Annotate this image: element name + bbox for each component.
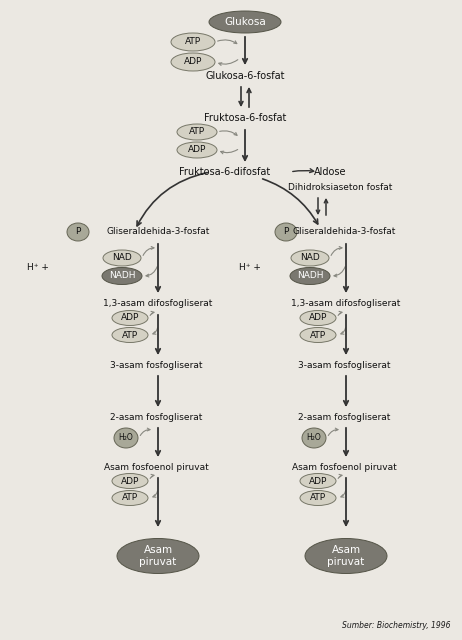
- Text: NADH: NADH: [109, 271, 135, 280]
- Text: 1,3-asam difosfogliserat: 1,3-asam difosfogliserat: [292, 300, 401, 308]
- Ellipse shape: [67, 223, 89, 241]
- Ellipse shape: [300, 490, 336, 506]
- Ellipse shape: [209, 11, 281, 33]
- Ellipse shape: [275, 223, 297, 241]
- Text: ADP: ADP: [121, 314, 139, 323]
- Ellipse shape: [300, 310, 336, 326]
- Text: 1,3-asam difosfogliserat: 1,3-asam difosfogliserat: [103, 300, 213, 308]
- Text: ADP: ADP: [309, 477, 327, 486]
- Text: 2-asam fosfogliserat: 2-asam fosfogliserat: [110, 413, 202, 422]
- Text: Asam fosfoenol piruvat: Asam fosfoenol piruvat: [103, 463, 208, 472]
- Ellipse shape: [177, 124, 217, 140]
- Text: NAD: NAD: [112, 253, 132, 262]
- Ellipse shape: [112, 490, 148, 506]
- Ellipse shape: [300, 328, 336, 342]
- Ellipse shape: [300, 474, 336, 488]
- Text: Sumber: Biochemistry, 1996: Sumber: Biochemistry, 1996: [341, 621, 450, 630]
- Text: H₂O: H₂O: [119, 433, 134, 442]
- Ellipse shape: [112, 328, 148, 342]
- Text: Dihidroksiaseton fosfat: Dihidroksiaseton fosfat: [288, 184, 392, 193]
- Text: Asam
piruvat: Asam piruvat: [328, 545, 365, 567]
- Ellipse shape: [112, 310, 148, 326]
- Ellipse shape: [102, 268, 142, 285]
- Text: ATP: ATP: [310, 493, 326, 502]
- Ellipse shape: [103, 250, 141, 266]
- Ellipse shape: [302, 428, 326, 448]
- Text: H⁺ +: H⁺ +: [239, 264, 261, 273]
- Ellipse shape: [117, 538, 199, 573]
- Text: ATP: ATP: [122, 493, 138, 502]
- Text: 3-asam fosfogliserat: 3-asam fosfogliserat: [298, 360, 390, 369]
- Text: ADP: ADP: [121, 477, 139, 486]
- Text: H⁺ +: H⁺ +: [27, 264, 49, 273]
- Ellipse shape: [114, 428, 138, 448]
- Text: 2-asam fosfogliserat: 2-asam fosfogliserat: [298, 413, 390, 422]
- Text: ATP: ATP: [189, 127, 205, 136]
- Text: H₂O: H₂O: [307, 433, 322, 442]
- Text: Asam
piruvat: Asam piruvat: [140, 545, 176, 567]
- Text: Fruktosa-6-difosfat: Fruktosa-6-difosfat: [179, 167, 271, 177]
- Text: Asam fosfoenol piruvat: Asam fosfoenol piruvat: [292, 463, 396, 472]
- Text: ADP: ADP: [188, 145, 206, 154]
- Text: Fruktosa-6-fosfat: Fruktosa-6-fosfat: [204, 113, 286, 123]
- Ellipse shape: [290, 268, 330, 285]
- Text: ADP: ADP: [309, 314, 327, 323]
- Ellipse shape: [171, 53, 215, 71]
- Text: Aldose: Aldose: [314, 167, 346, 177]
- Text: NADH: NADH: [297, 271, 323, 280]
- Text: Gliseraldehida-3-fosfat: Gliseraldehida-3-fosfat: [106, 227, 210, 237]
- Ellipse shape: [171, 33, 215, 51]
- Ellipse shape: [112, 474, 148, 488]
- Text: ATP: ATP: [122, 330, 138, 339]
- Ellipse shape: [305, 538, 387, 573]
- Ellipse shape: [291, 250, 329, 266]
- Text: Glukosa: Glukosa: [224, 17, 266, 27]
- Text: ATP: ATP: [310, 330, 326, 339]
- Text: ADP: ADP: [184, 58, 202, 67]
- Text: P: P: [75, 227, 81, 237]
- Text: Gliseraldehida-3-fosfat: Gliseraldehida-3-fosfat: [292, 227, 395, 237]
- Text: NAD: NAD: [300, 253, 320, 262]
- Ellipse shape: [177, 142, 217, 158]
- Text: Glukosa-6-fosfat: Glukosa-6-fosfat: [205, 71, 285, 81]
- Text: ATP: ATP: [185, 38, 201, 47]
- Text: 3-asam fosfogliserat: 3-asam fosfogliserat: [110, 360, 202, 369]
- Text: P: P: [283, 227, 289, 237]
